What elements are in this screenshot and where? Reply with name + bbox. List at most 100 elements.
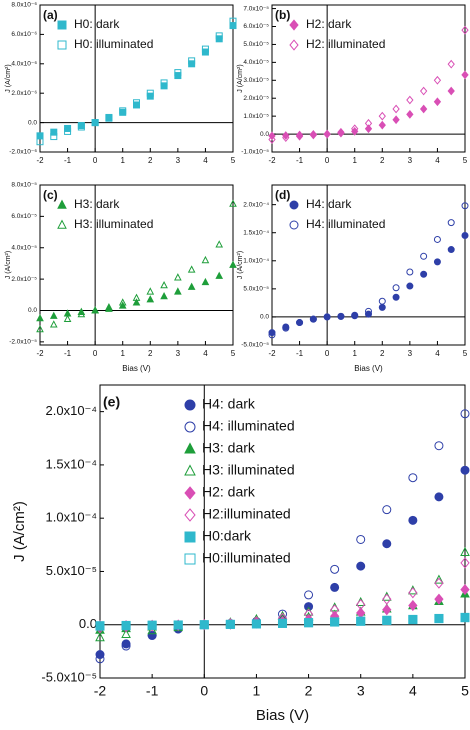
data-point bbox=[378, 303, 386, 311]
data-point bbox=[64, 127, 72, 135]
data-point bbox=[406, 268, 414, 276]
data-point bbox=[146, 295, 155, 303]
x-tick-label: 3 bbox=[176, 156, 181, 165]
data-point bbox=[36, 324, 44, 333]
y-tick-label: 8.0x10⁻⁶ bbox=[11, 2, 37, 9]
legend-label: H4: illuminated bbox=[306, 217, 385, 231]
x-tick-label: 0 bbox=[325, 349, 330, 358]
data-point bbox=[91, 306, 99, 314]
data-point bbox=[309, 315, 317, 323]
panel-label: (b) bbox=[275, 8, 290, 22]
data-point bbox=[215, 271, 224, 279]
data-point bbox=[461, 70, 469, 80]
x-tick-label: -2 bbox=[268, 349, 276, 358]
data-point bbox=[121, 628, 131, 639]
data-point bbox=[460, 557, 470, 569]
data-point bbox=[91, 119, 99, 127]
data-point bbox=[49, 311, 58, 319]
data-point bbox=[77, 122, 85, 130]
data-point bbox=[121, 641, 131, 651]
data-point bbox=[282, 324, 290, 332]
data-point bbox=[174, 287, 182, 295]
data-point bbox=[356, 534, 366, 544]
data-point bbox=[215, 240, 224, 248]
y-axis-title: J (A/cm²) bbox=[11, 501, 28, 562]
data-point bbox=[408, 587, 418, 599]
legend-label: H0: dark bbox=[74, 17, 120, 31]
data-point bbox=[95, 621, 105, 631]
y-axis-title: J (A/cm²) bbox=[237, 251, 244, 279]
data-point bbox=[434, 577, 444, 589]
data-point bbox=[187, 282, 196, 290]
x-tick-label: -2 bbox=[94, 683, 107, 699]
data-point bbox=[147, 625, 157, 635]
y-tick-label: 0.0 bbox=[79, 616, 97, 631]
legend-marker bbox=[184, 421, 196, 433]
y-tick-label: 2.0x10⁻⁴ bbox=[243, 201, 269, 208]
data-point bbox=[160, 291, 168, 300]
x-tick-label: 4 bbox=[435, 349, 440, 358]
data-point bbox=[77, 310, 86, 318]
data-point bbox=[378, 297, 386, 305]
legend-marker bbox=[57, 219, 67, 229]
data-point bbox=[133, 101, 140, 109]
data-point bbox=[364, 118, 373, 128]
data-point bbox=[268, 329, 276, 337]
data-point bbox=[351, 124, 359, 134]
legend-marker bbox=[289, 19, 299, 31]
data-point bbox=[408, 599, 418, 612]
data-point bbox=[229, 17, 237, 25]
x-tick-label: 4 bbox=[435, 156, 440, 165]
data-point bbox=[406, 282, 414, 290]
legend-marker bbox=[184, 531, 196, 543]
data-point bbox=[268, 135, 276, 144]
data-point bbox=[188, 57, 196, 65]
legend-marker bbox=[184, 508, 196, 522]
x-axis-title: Bias (V) bbox=[354, 364, 383, 373]
legend-label: H3: dark bbox=[74, 197, 120, 211]
y-tick-label: -5.0x10⁻⁵ bbox=[241, 342, 269, 349]
y-tick-label: -2.0x10⁻⁵ bbox=[9, 339, 37, 346]
data-point bbox=[408, 515, 418, 525]
y-tick-label: 5.0x10⁻⁵ bbox=[243, 41, 269, 48]
legend-label: H2: dark bbox=[202, 484, 256, 500]
data-point bbox=[296, 319, 304, 327]
legend-marker bbox=[184, 553, 196, 565]
panel-label: (a) bbox=[43, 8, 58, 22]
data-point bbox=[329, 604, 340, 616]
legend-label: H2: dark bbox=[306, 17, 352, 31]
y-tick-label: 1.5x10⁻⁴ bbox=[243, 229, 269, 236]
data-point bbox=[146, 287, 155, 295]
legend-marker bbox=[57, 199, 67, 209]
data-point bbox=[229, 260, 237, 268]
panel-label: (e) bbox=[103, 394, 120, 410]
y-tick-label: -1.0x10⁻⁵ bbox=[241, 149, 269, 156]
legend-label: H3: illuminated bbox=[202, 462, 295, 478]
legend-label: H2:illuminated bbox=[202, 506, 291, 522]
data-point bbox=[460, 612, 470, 622]
x-tick-label: -1 bbox=[296, 156, 304, 165]
data-point bbox=[174, 69, 182, 77]
data-point bbox=[95, 621, 105, 631]
data-point bbox=[268, 331, 276, 339]
data-point bbox=[121, 620, 131, 630]
legend-marker bbox=[57, 40, 67, 50]
y-tick-label: 5.0x10⁻⁵ bbox=[46, 563, 97, 578]
data-point bbox=[460, 546, 470, 556]
x-tick-label: 1 bbox=[120, 156, 125, 165]
x-tick-label: 3 bbox=[357, 683, 365, 699]
data-point bbox=[378, 111, 386, 121]
data-point bbox=[420, 252, 428, 260]
legend-marker bbox=[289, 39, 299, 51]
data-point bbox=[225, 619, 235, 629]
y-tick-label: 3.0x10⁻⁵ bbox=[243, 77, 269, 84]
y-tick-label: 2.0x10⁻⁶ bbox=[11, 90, 37, 97]
data-point bbox=[433, 75, 442, 85]
data-point bbox=[95, 632, 105, 642]
data-point bbox=[460, 409, 470, 419]
y-tick-label: 6.0x10⁻⁶ bbox=[11, 31, 37, 38]
x-tick-label: 4 bbox=[203, 349, 208, 358]
x-tick-label: 4 bbox=[203, 156, 208, 165]
legend-label: H4: dark bbox=[306, 197, 352, 211]
